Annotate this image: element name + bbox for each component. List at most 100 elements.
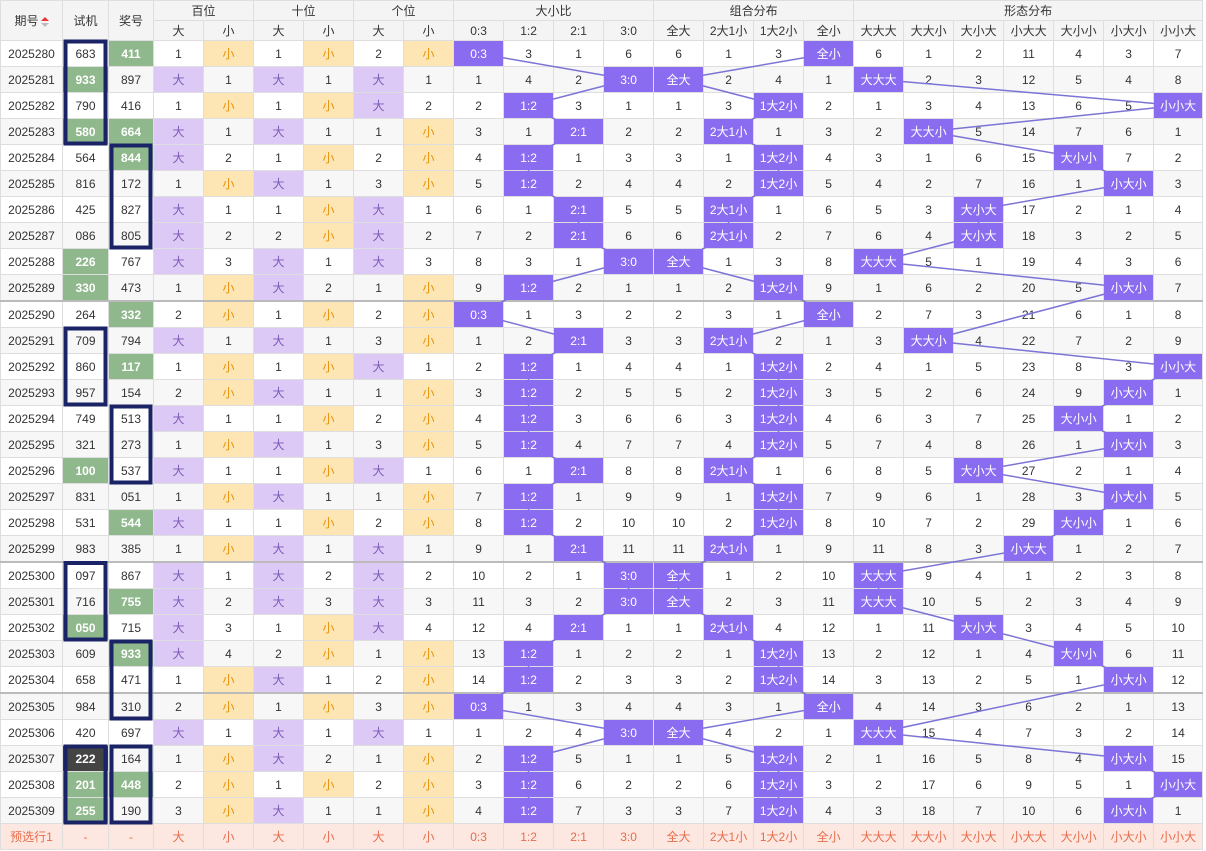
predict-cell[interactable]: 全小 bbox=[803, 823, 855, 850]
trial-number-cell: 683 bbox=[62, 40, 109, 67]
predict-cell[interactable]: 大 bbox=[153, 823, 204, 850]
position-small-cell: 小 bbox=[202, 274, 255, 302]
shape-cell: 1 bbox=[1053, 666, 1105, 694]
predict-cell[interactable]: 小大大 bbox=[1003, 823, 1055, 850]
table-row: 2025297 831 051 1 小大 1 1 小 7 1:2 1 9 9 1 1大2小 7 9 6 1 28 3 小大… bbox=[0, 483, 1204, 510]
period-cell: 2025308 bbox=[0, 771, 63, 798]
position-big-cell: 1 bbox=[253, 771, 305, 798]
trial-number-cell: 420 bbox=[62, 719, 109, 746]
position-small-cell: 1 bbox=[202, 327, 255, 354]
shape-cell: 18 bbox=[1003, 222, 1055, 249]
shape-cell: 大小大 bbox=[953, 614, 1005, 641]
shape-subheader-6: 小小大 bbox=[1153, 20, 1204, 41]
table-row: 2025287 086 805 大 2 2 小大 2 7 2 2:1 6 6 2大1小 2 7 6 4 大小大 18 3… bbox=[0, 222, 1204, 249]
predict-cell[interactable]: 大 bbox=[253, 823, 305, 850]
prize-number-cell: 411 bbox=[108, 40, 154, 67]
predict-cell[interactable]: 大小大 bbox=[953, 823, 1005, 850]
trial-number-cell: 255 bbox=[62, 797, 109, 824]
position-small-cell: 1 bbox=[403, 457, 455, 484]
position-big-cell: 1 bbox=[353, 640, 405, 667]
period-cell: 2025286 bbox=[0, 196, 63, 223]
ratio-cell: 1 bbox=[603, 92, 655, 119]
predict-cell[interactable]: 全大 bbox=[653, 823, 705, 850]
ratio-cell: 2 bbox=[553, 274, 605, 302]
ratio-cell: 1 bbox=[553, 353, 605, 380]
shape-cell: 7 bbox=[1053, 327, 1105, 354]
position-small-cell: 2 bbox=[403, 222, 455, 249]
shape-cell: 9 bbox=[1153, 327, 1204, 354]
shape-cell: 7 bbox=[1053, 118, 1105, 145]
combo-subheader-3: 全小 bbox=[803, 20, 855, 41]
shape-cell: 6 bbox=[1103, 640, 1155, 667]
predict-cell[interactable]: 小小大 bbox=[1153, 823, 1204, 850]
position-small-cell: 小 bbox=[202, 170, 255, 197]
combo-cell: 2大1小 bbox=[703, 222, 755, 249]
predict-prize-cell[interactable]: - bbox=[108, 823, 154, 850]
period-cell: 2025302 bbox=[0, 614, 63, 641]
ratio-cell: 1 bbox=[553, 561, 605, 589]
shape-cell: 1 bbox=[903, 144, 955, 171]
shape-cell: 11 bbox=[853, 535, 905, 563]
ratio-cell: 2:1 bbox=[553, 457, 605, 484]
predict-row-label[interactable]: 预选行1 bbox=[0, 823, 63, 850]
predict-cell[interactable]: 1:2 bbox=[503, 823, 555, 850]
combo-cell: 1大2小 bbox=[753, 405, 805, 432]
predict-cell[interactable]: 2大1小 bbox=[703, 823, 755, 850]
shape-cell: 8 bbox=[853, 457, 905, 484]
predict-cell[interactable]: 2:1 bbox=[553, 823, 605, 850]
sort-icon[interactable] bbox=[40, 16, 49, 27]
combo-cell: 4 bbox=[803, 797, 855, 824]
predict-cell[interactable]: 大 bbox=[353, 823, 405, 850]
shape-cell: 5 bbox=[1053, 771, 1105, 798]
predict-cell[interactable]: 小 bbox=[403, 823, 455, 850]
predict-cell[interactable]: 大大小 bbox=[903, 823, 955, 850]
predict-trial-cell[interactable]: - bbox=[62, 823, 109, 850]
table-row: 2025286 425 827 大 1 1 小大 1 6 1 2:1 5 5 2大1小 1 6 5 3 大小大 17 2… bbox=[0, 196, 1204, 223]
predict-cell[interactable]: 3:0 bbox=[603, 823, 655, 850]
position-big-cell: 2 bbox=[153, 379, 204, 406]
ratio-cell: 2 bbox=[603, 640, 655, 667]
predict-cell[interactable]: 0:3 bbox=[453, 823, 505, 850]
position-big-cell: 大 bbox=[253, 745, 305, 772]
shape-cell: 6 bbox=[903, 274, 955, 302]
combo-cell: 1大2小 bbox=[753, 379, 805, 406]
position-small-cell: 1 bbox=[303, 379, 355, 406]
position-small-cell: 小 bbox=[403, 692, 455, 720]
combo-cell: 1 bbox=[753, 118, 805, 145]
predict-cell[interactable]: 1大2小 bbox=[753, 823, 805, 850]
ratio-cell: 10 bbox=[453, 561, 505, 589]
shape-subheader-1: 大大小 bbox=[903, 20, 955, 41]
combo-cell: 1大2小 bbox=[753, 353, 805, 380]
predict-cell[interactable]: 小 bbox=[202, 823, 255, 850]
table-row: 2025309 255 190 3 小大 1 1 小 4 1:2 7 3 3 7 1大2小 4 3 18 7 10 6 小… bbox=[0, 797, 1204, 824]
prize-number-cell: 473 bbox=[108, 274, 154, 302]
period-header[interactable]: 期号 bbox=[0, 0, 63, 41]
prize-number-cell: 448 bbox=[108, 771, 154, 798]
shape-cell: 4 bbox=[1053, 745, 1105, 772]
shape-cell: 小小大 bbox=[1153, 353, 1204, 380]
shape-cell: 小大小 bbox=[1103, 483, 1155, 510]
predict-row[interactable]: 预选行1- - 大小大小大小 0:3 1:2 2:1 3:0 全大 2大1小 1大2小 全小 大大大大… bbox=[0, 823, 1204, 850]
predict-cell[interactable]: 大小小 bbox=[1053, 823, 1105, 850]
combo-cell: 9 bbox=[803, 535, 855, 563]
period-cell: 2025301 bbox=[0, 588, 63, 615]
predict-cell[interactable]: 小大小 bbox=[1103, 823, 1155, 850]
position-big-cell: 大 bbox=[353, 535, 405, 563]
units-big-subheader: 大 bbox=[353, 20, 405, 41]
combo-cell: 2 bbox=[753, 719, 805, 746]
units-header: 个位 bbox=[353, 0, 455, 21]
shape-cell: 5 bbox=[903, 248, 955, 275]
position-big-cell: 大 bbox=[353, 66, 405, 93]
position-small-cell: 小 bbox=[403, 771, 455, 798]
position-small-cell: 小 bbox=[403, 379, 455, 406]
predict-cell[interactable]: 大大大 bbox=[853, 823, 905, 850]
position-small-cell: 小 bbox=[202, 92, 255, 119]
table-row: 2025305 984 310 2 小 1 小 3 小 0:3 1 3 4 4 3 1 全小 4 14 3 6 2 1 13 bbox=[0, 692, 1204, 720]
shape-cell: 9 bbox=[1053, 379, 1105, 406]
shape-cell: 1 bbox=[1153, 797, 1204, 824]
combo-cell: 1 bbox=[803, 327, 855, 354]
predict-cell[interactable]: 小 bbox=[303, 823, 355, 850]
shape-cell: 1 bbox=[903, 353, 955, 380]
period-cell: 2025292 bbox=[0, 353, 63, 380]
